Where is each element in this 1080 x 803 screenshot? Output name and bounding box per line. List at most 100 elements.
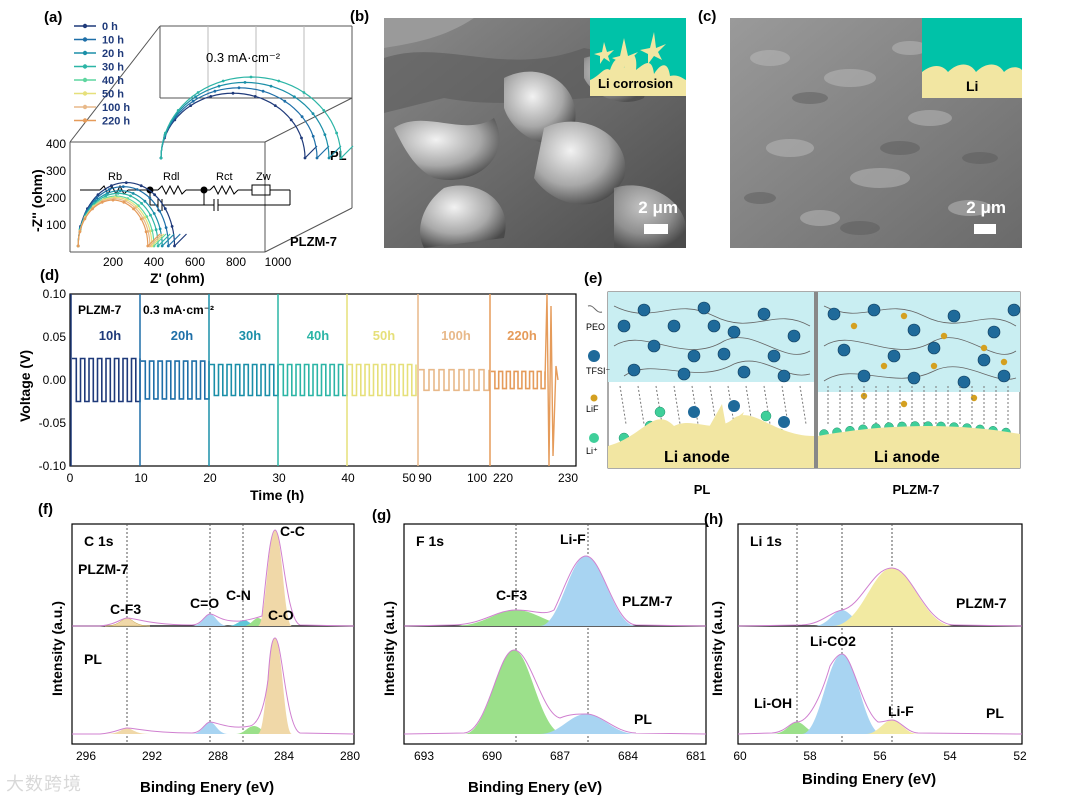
xtick: 693 [414,749,434,763]
dendrite [704,404,744,436]
panel-a-yticks: 400 300 200 100 [46,137,66,232]
tfsi-ion [927,341,941,355]
ytick: -0.10 [39,459,67,473]
eis-point [78,230,82,234]
eis-point [143,199,147,203]
eis-point [135,188,139,191]
circuit-label-rct: Rct [216,171,233,183]
panel-h-annotations: Li 1s PLZM-7 PL Li-OH Li-CO2 Li-F [750,533,1007,721]
lif-particle [1000,358,1008,366]
envelope-top [737,567,1023,627]
peak-cf3-bottom [464,650,564,734]
label-plzm7: PLZM-7 [290,234,337,249]
eis-point [148,196,152,200]
tfsi-ion [857,369,871,383]
panel-f-title: C 1s [84,533,114,549]
tfsi-ion [827,307,841,321]
panel-d-frame [69,293,577,467]
eis-point [83,217,87,221]
eis-series-0h [160,92,318,160]
legend-marker [82,50,88,56]
eis-point [146,244,150,248]
caption-plzm7: PLZM-7 [893,482,940,497]
panel-c-label: (c) [698,8,717,25]
voltage-segment-50h [348,363,417,397]
ytick: 400 [46,137,66,151]
panel-g-title: F 1s [416,533,444,549]
circuit-label-zw: Zw [256,171,271,183]
panel-g-xticks: 693 690 687 684 681 [414,749,706,763]
xtick: 0 [67,471,74,485]
eis-point [237,86,241,90]
legend-label: 10 h [102,35,124,47]
voltage-segment-30h [210,363,279,397]
eis-point [144,230,148,234]
legend-tfsi: TFSI⁻ [586,366,610,376]
watermark: 大数跨境 [6,774,82,795]
anode-plzm7 [818,425,1020,468]
eis-point [322,109,326,112]
inset-corrosion: Li corrosion [590,18,686,96]
peak-lico2-bottom [802,654,882,734]
panel-a-eis-chart: (a) 0.3 mA·cm⁻² 400 300 200 100 200 400 … [29,9,354,286]
tfsi-ion [627,363,641,377]
panel-h-xticks: 60 58 56 54 52 [733,749,1027,763]
peak-lif-top [832,568,954,626]
3d-frame [69,25,353,253]
lif-particle [880,362,888,370]
legend-label: 20 h [102,48,124,60]
peak-cf3-top [454,610,576,626]
divider [814,292,818,468]
xtick: 90 [418,471,432,485]
schematic-legend: PEO TFSI⁻ LiF Li⁺ [586,322,610,456]
panel-d-sample: PLZM-7 [78,303,122,317]
tfsi-ion [977,353,991,367]
xtick: 60 [733,749,747,763]
scale-bar-b [644,224,668,234]
inset-li-text: Li [966,78,979,94]
eis-point [300,136,303,140]
peak-co-dbl-top [192,614,228,626]
voltage-segment-20h [141,360,210,400]
eis-point [289,118,293,122]
caption-pl: PL [694,482,711,497]
xtick: 220 [493,471,513,485]
lif-particle [900,400,908,408]
eis-point [129,194,132,198]
eis-point [111,198,115,202]
panel-d-cycling-chart: (d) 0.10 0.05 0.00 -0.05 -0.10 0 10 20 3… [17,267,578,503]
circuit-label-rb: Rb [108,171,122,183]
tfsi-ion [707,319,721,333]
eis-point [95,196,99,200]
eis-point [116,191,120,195]
panel-d-series: 10h 20h 30h 40h 50h 100h 220h [70,293,559,467]
panel-f-xps-c1s: (f) C 1s PLZM-7 PL C-F3 C=O C-N C-C C-O … [38,501,360,796]
eis-point [158,227,162,231]
eis-point [140,202,144,205]
panel-g-annotations: F 1s PLZM-7 PL C-F3 Li-F [416,531,673,727]
xtick: 30 [272,471,286,485]
legend-marker [82,77,88,83]
xtick: 50 [402,471,416,485]
xtick: 280 [340,749,360,763]
eis-point [300,115,304,119]
tfsi-ion [907,371,921,385]
panel-f-label: (f) [38,501,53,518]
eis-point [213,89,217,93]
legend-label: 220 h [102,116,130,128]
scale-text-c: 2 μm [966,198,1006,217]
peo-icon [587,305,603,313]
xtick: 600 [185,255,205,269]
eis-point [231,91,235,95]
peak-label-lico2: Li-CO2 [810,633,856,649]
panel-a-current: 0.3 mA·cm⁻² [206,50,281,65]
tfsi-ion [688,406,700,418]
eis-point [139,217,143,221]
eis-point [166,244,170,248]
eis-point [149,213,152,217]
eis-point [118,189,122,193]
label-pl: PL [330,148,347,163]
legend-label: 30 h [102,62,124,74]
li-ion-icon [589,433,599,443]
